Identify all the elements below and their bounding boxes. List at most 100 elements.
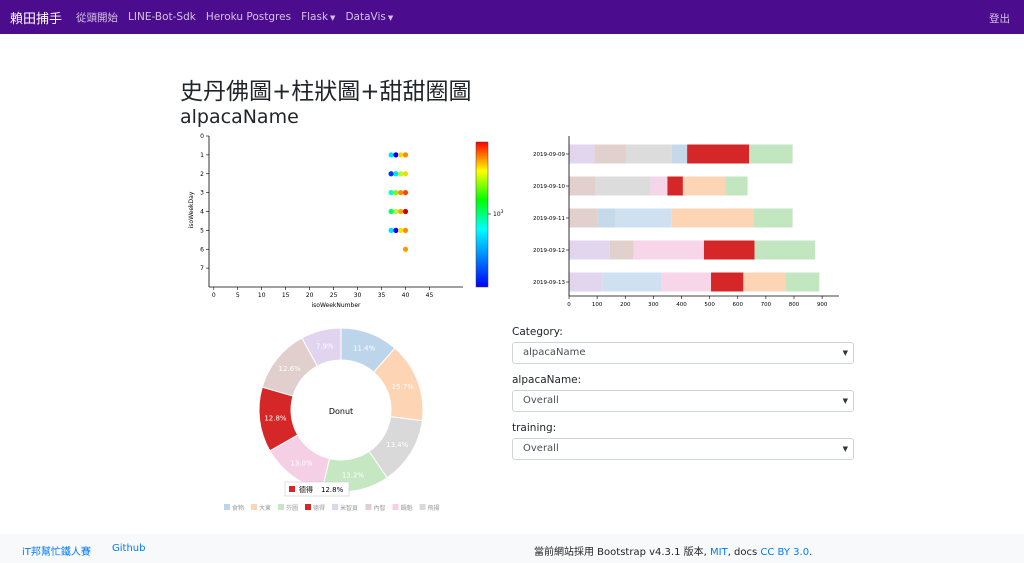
bar-segment xyxy=(569,176,596,196)
bar-segment xyxy=(785,272,820,292)
nav-item-flask-dropdown[interactable]: Flask ▼ xyxy=(301,11,335,23)
bar-x-tick-label: 500 xyxy=(704,302,715,308)
scatter-point xyxy=(388,208,394,215)
bar-x-tick-label: 600 xyxy=(733,302,744,308)
donut-tooltip: 德得 12.8% xyxy=(284,481,350,497)
bar-segment xyxy=(569,144,595,164)
scatter-point xyxy=(388,152,394,158)
training-select-value: Overall xyxy=(523,443,559,454)
scatter-point xyxy=(393,152,399,158)
bar-segment xyxy=(682,176,726,196)
footer-cc-link[interactable]: CC BY 3.0 xyxy=(760,547,810,558)
bar-segment xyxy=(687,144,749,164)
legend-label: 食物 xyxy=(232,504,244,512)
category-select[interactable]: alpacaName ▼ xyxy=(512,342,854,364)
bar-segment xyxy=(650,176,668,196)
bar-segment xyxy=(615,208,672,228)
bar-segment xyxy=(667,176,683,196)
scatter-y-tick-label: 0 xyxy=(200,133,204,140)
legend-label: 米智頁 xyxy=(340,504,358,512)
scatter-x-tick-label: 25 xyxy=(330,292,338,299)
bar-segment xyxy=(594,144,627,164)
bar-segment xyxy=(609,240,634,260)
footer-mit-link[interactable]: MIT xyxy=(710,547,728,558)
bar-category-label: 2019-09-10 xyxy=(533,184,565,190)
donut-slice xyxy=(301,327,342,367)
scatter-y-tick-label: 2 xyxy=(200,171,204,178)
filter-form: Category: alpacaName ▼ alpacaName: Overal… xyxy=(512,322,854,466)
bar-x-tick-label: 800 xyxy=(789,302,800,308)
footer-credits: 當前網站採用 Bootstrap v4.3.1 版本, MIT, docs CC… xyxy=(534,543,812,558)
donut-slice-label: 13.2% xyxy=(342,471,365,479)
alpaca-name-select-value: Overall xyxy=(523,395,559,406)
legend-swatch xyxy=(305,504,311,510)
scatter-x-tick-label: 40 xyxy=(402,292,410,299)
nav-item-heroku-postgres[interactable]: Heroku Postgres xyxy=(205,11,292,23)
select-arrow-icon: ▼ xyxy=(842,349,848,357)
scatter-point xyxy=(398,227,404,233)
nav-item-line-bot-sdk[interactable]: LINE-Bot-Sdk xyxy=(128,11,196,23)
scatter-point xyxy=(388,171,394,177)
colorbar xyxy=(475,141,489,288)
scatter-y-tick-label: 6 xyxy=(200,246,204,253)
bar-segment xyxy=(569,208,598,228)
stacked-bar-chart: 2019-09-09 2019-09-10 2019-09-11 2019-09-12… xyxy=(533,136,839,308)
nav-item-flask-label: Flask xyxy=(301,11,329,23)
scatter-point xyxy=(388,227,394,233)
tooltip-swatch xyxy=(289,486,295,492)
scatter-point xyxy=(398,171,404,177)
scatter-x-axis-label: isoWeekNumber xyxy=(311,302,361,309)
nav-item-datavis-dropdown[interactable]: DataVis ▼ xyxy=(345,11,393,23)
scatter-y-tick-label: 7 xyxy=(200,265,204,272)
donut-slice-label: 13.0% xyxy=(290,459,313,467)
logout-link[interactable]: 登出 xyxy=(989,13,1010,25)
bar-segment xyxy=(633,240,704,260)
donut-chart: 11.4%15.7%13.4%13.2%13.0%12.8%12.6%7.9% … xyxy=(224,327,440,512)
donut-center-label: Donut xyxy=(329,407,353,416)
training-select[interactable]: Overall ▼ xyxy=(512,438,854,460)
bar-category-label: 2019-09-09 xyxy=(533,152,565,158)
training-label: training: xyxy=(512,422,557,434)
bar-category-label: 2019-09-13 xyxy=(533,280,565,286)
caret-down-icon: ▼ xyxy=(387,14,394,22)
bar-x-tick-label: 700 xyxy=(761,302,772,308)
category-label: Category: xyxy=(512,326,563,338)
footer: iT邦幫忙鐵人賽 Github 當前網站採用 Bootstrap v4.3.1 … xyxy=(0,534,1024,563)
scatter-x-tick-label: 35 xyxy=(378,292,386,299)
legend-swatch xyxy=(332,504,338,510)
select-arrow-icon: ▼ xyxy=(842,445,848,453)
scatter-point xyxy=(393,208,399,215)
bar-segment xyxy=(671,208,754,228)
tooltip-value: 12.8% xyxy=(321,486,344,494)
scatter-x-tick-label: 15 xyxy=(282,292,290,299)
nav-item-start[interactable]: 從頭開始 xyxy=(76,11,119,24)
scatter-point xyxy=(402,190,409,196)
bar-segment xyxy=(597,208,616,228)
footer-ithome-link[interactable]: iT邦幫忙鐵人賽 xyxy=(22,547,91,558)
footer-credits-prefix: 當前網站採用 Bootstrap v4.3.1 版本, xyxy=(534,547,707,558)
bar-category-label: 2019-09-12 xyxy=(533,248,565,254)
alpaca-name-select[interactable]: Overall ▼ xyxy=(512,390,854,412)
legend-swatch xyxy=(365,504,372,510)
footer-credits-suffix: . xyxy=(809,547,813,558)
bar-segment xyxy=(704,240,755,260)
scatter-point xyxy=(402,171,409,177)
bar-segment xyxy=(749,144,793,164)
scatter-x-tick-label: 45 xyxy=(426,292,434,299)
footer-github-link[interactable]: Github xyxy=(112,543,146,554)
navbar-brand[interactable]: 賴田捕手 xyxy=(10,11,63,27)
scatter-y-tick-label: 5 xyxy=(200,227,204,234)
bar-segment xyxy=(626,144,672,164)
legend-label: 飛揚 xyxy=(428,504,440,512)
bar-x-tick-label: 400 xyxy=(676,302,687,308)
scatter-point xyxy=(393,171,399,177)
legend-swatch xyxy=(224,504,230,510)
bar-segment xyxy=(661,272,712,292)
bar-segment xyxy=(743,272,786,292)
bar-x-tick-label: 100 xyxy=(592,302,603,308)
scatter-y-tick-label: 3 xyxy=(200,190,204,197)
category-select-value: alpacaName xyxy=(523,347,586,358)
scatter-x-tick-label: 0 xyxy=(212,292,216,299)
donut-slice-label: 15.7% xyxy=(392,383,415,391)
